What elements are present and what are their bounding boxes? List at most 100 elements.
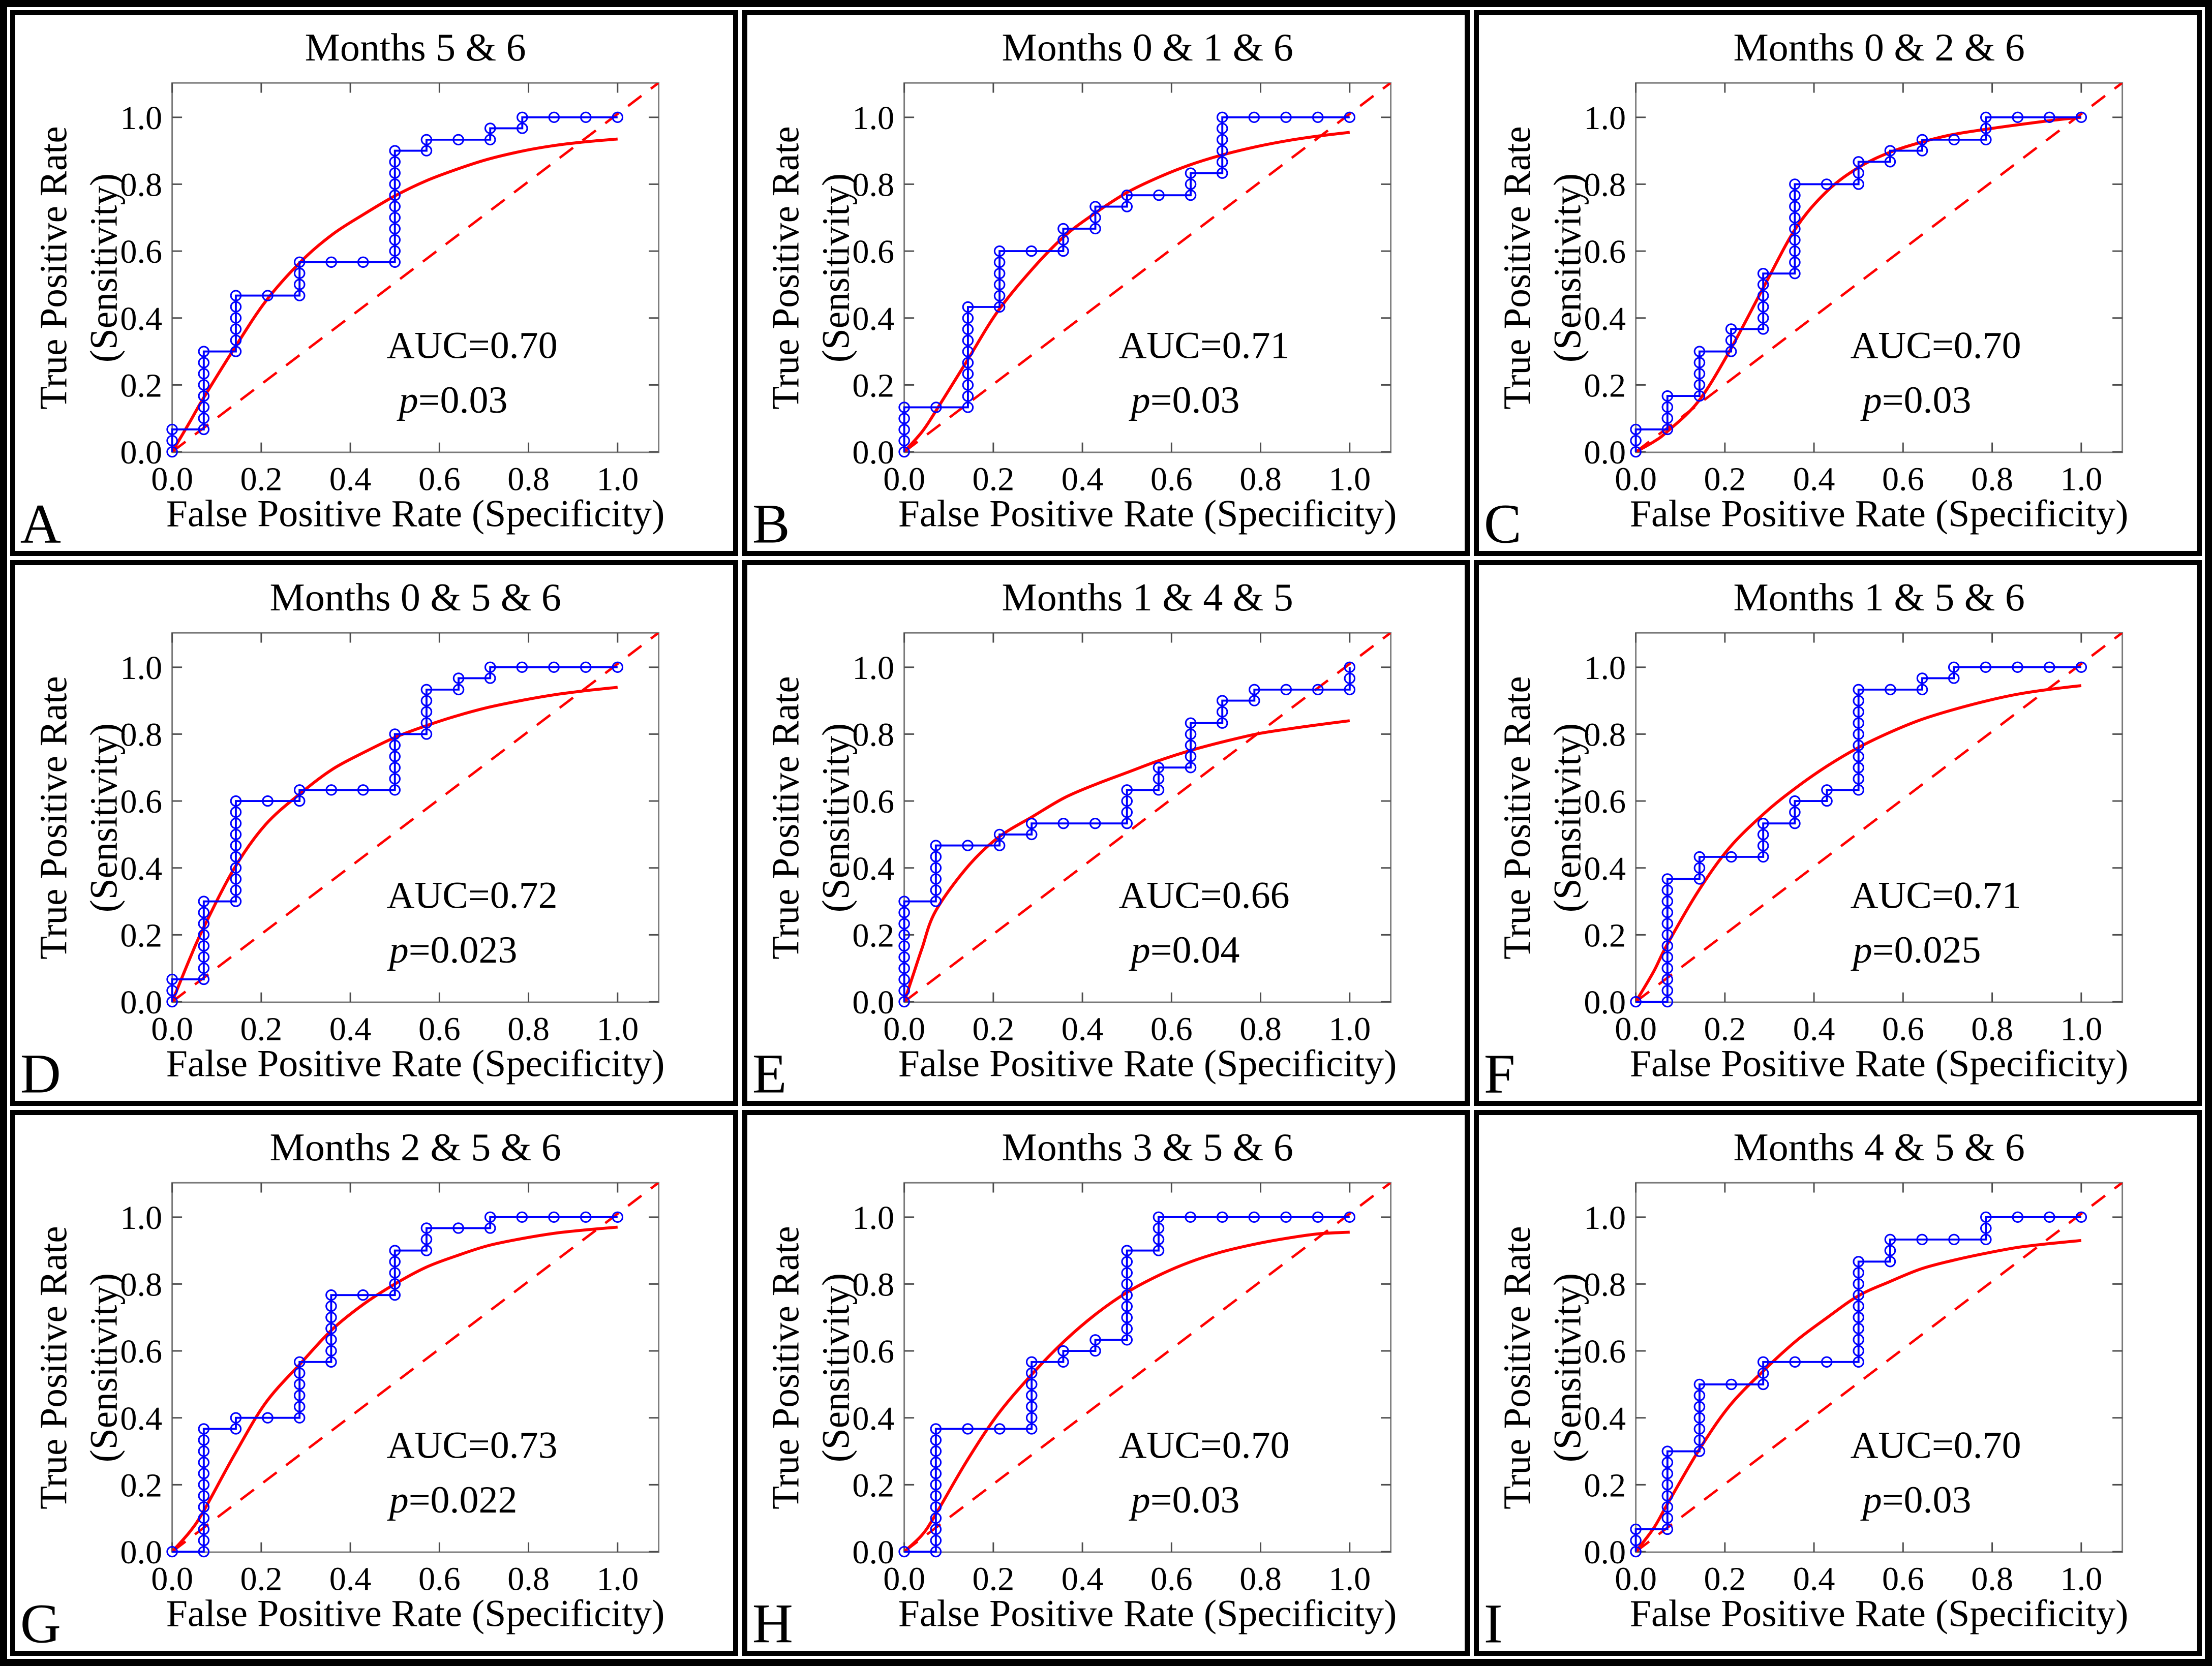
x-tick-label: 0.6 xyxy=(1882,1561,1924,1598)
x-tick-label: 0.2 xyxy=(972,461,1014,498)
p-symbol: p xyxy=(1851,929,1872,971)
panel-title: Months 0 & 5 & 6 xyxy=(269,575,561,619)
p-value-text: =0.03 xyxy=(418,379,508,421)
p-value-text: =0.04 xyxy=(1150,929,1239,971)
y-tick-label: 0.2 xyxy=(120,367,162,405)
plot-frame xyxy=(171,82,660,453)
y-axis-label-line2: (Sensitivity) xyxy=(83,1273,125,1462)
empirical-roc-curve xyxy=(171,116,618,452)
x-axis-label: False Positive Rate (Specificity) xyxy=(898,1593,1397,1635)
x-tick-label: 0.4 xyxy=(1061,1561,1103,1598)
y-axis-label-line2: (Sensitivity) xyxy=(1547,1273,1589,1462)
x-tick-label: 0.4 xyxy=(1793,461,1835,498)
chance-diagonal-line xyxy=(172,1183,659,1552)
empirical-roc-markers xyxy=(166,111,624,458)
x-tick-label: 0.2 xyxy=(1704,461,1746,498)
x-tick-label: 1.0 xyxy=(1328,461,1371,498)
roc-panel-h: Months 3 & 5 & 6 0.0 0.0 0.2 0.2 0.4 0.4 0.6 0.6… xyxy=(742,1110,1470,1656)
p-value-annotation: p=0.04 xyxy=(1128,929,1239,971)
plot-frame xyxy=(903,1182,1391,1553)
roc-chart-i: Months 4 & 5 & 6 0.00.0 0.2 0.2 0.4 0.4 0.6 0.6… xyxy=(1484,1125,2129,1651)
y-tick-label: 1.0 xyxy=(120,100,162,137)
x-tick-label: 0.4 xyxy=(329,1011,372,1048)
fitted-roc-curve xyxy=(904,719,1350,1002)
y-axis-label-line1: True Positive Rate xyxy=(765,676,807,960)
y-tick-label: 1.0 xyxy=(852,650,894,687)
auc-annotation: AUC=0.70 xyxy=(1851,1425,2021,1467)
y-tick-label: 0.0 xyxy=(852,434,894,471)
panel-letter: E xyxy=(752,1043,786,1101)
roc-chart-c: Months 0 & 2 & 6 0.00.0 0.2 0.2 0.4 0.4 0.6 0.6… xyxy=(1484,25,2129,551)
y-tick-label: 0.6 xyxy=(1584,233,1626,270)
y-tick-label: 1.0 xyxy=(120,650,162,687)
y-tick-label: 1.0 xyxy=(1584,100,1626,137)
panel-title: Months 0 & 1 & 6 xyxy=(1002,25,1293,69)
x-tick-label: 0.8 xyxy=(1239,1561,1282,1598)
y-tick-label: 0.0 xyxy=(120,434,162,471)
plot-frame xyxy=(903,632,1391,1003)
x-tick-label: 0.4 xyxy=(1793,1011,1835,1048)
empirical-roc-markers xyxy=(1630,1211,2087,1558)
chance-diagonal-line xyxy=(1635,1183,2123,1552)
roc-chart-b: Months 0 & 1 & 6 0.00.0 0.2 0.2 0.4 0.4 0.6 0.6… xyxy=(752,25,1397,551)
y-tick-label: 0.0 xyxy=(1584,1534,1626,1571)
empirical-roc-markers xyxy=(166,1211,624,1558)
y-tick-label: 0.4 xyxy=(852,850,894,887)
plot-frame xyxy=(171,632,660,1003)
panel-letter: G xyxy=(20,1593,61,1651)
x-axis-label: False Positive Rate (Specificity) xyxy=(1630,1043,2129,1085)
y-tick-label: 0.4 xyxy=(120,1400,162,1437)
roc-panel-f: Months 1 & 5 & 6 0.0 0.0 0.2 0.2 0.4 0.4 0.6 0.6… xyxy=(1474,560,2202,1106)
y-tick-label: 0.0 xyxy=(1584,434,1626,471)
empirical-roc-curve xyxy=(171,666,618,1002)
x-tick-label: 0.2 xyxy=(1704,1011,1746,1048)
y-tick-label: 0.8 xyxy=(120,167,162,204)
auc-annotation: AUC=0.71 xyxy=(1851,875,2021,917)
x-tick-label: 0.8 xyxy=(1972,461,2014,498)
x-tick-label: 0.8 xyxy=(507,461,550,498)
x-tick-label: 0.0 xyxy=(1615,1561,1657,1598)
p-symbol: p xyxy=(387,1479,409,1521)
x-tick-label: 0.0 xyxy=(151,461,193,498)
y-tick-label: 0.8 xyxy=(1584,167,1626,204)
chance-diagonal-line xyxy=(1635,633,2123,1002)
y-tick-label: 0.2 xyxy=(120,917,162,954)
p-value-annotation: p=0.025 xyxy=(1851,929,1981,971)
x-tick-label: 0.0 xyxy=(1615,1011,1657,1048)
x-axis-label: False Positive Rate (Specificity) xyxy=(898,1043,1397,1085)
x-tick-label: 0.2 xyxy=(240,1011,282,1048)
p-value-annotation: p=0.03 xyxy=(1860,1479,1972,1521)
y-tick-label: 1.0 xyxy=(852,100,894,137)
panel-title: Months 2 & 5 & 6 xyxy=(269,1125,561,1169)
x-tick-label: 0.2 xyxy=(1704,1561,1746,1598)
y-axis-label-line1: True Positive Rate xyxy=(1496,126,1538,410)
plot-frame xyxy=(1635,82,2124,453)
y-tick-label: 0.6 xyxy=(120,233,162,270)
x-axis-label: False Positive Rate (Specificity) xyxy=(166,1593,665,1635)
y-tick-label: 0.6 xyxy=(852,783,894,820)
y-axis-label-line1: True Positive Rate xyxy=(33,676,75,960)
x-tick-label: 1.0 xyxy=(2061,461,2103,498)
p-value-text: =0.022 xyxy=(409,1479,518,1521)
y-axis-label-line2: (Sensitivity) xyxy=(83,173,125,362)
x-axis-label: False Positive Rate (Specificity) xyxy=(1630,1593,2129,1635)
x-tick-label: 0.6 xyxy=(418,461,461,498)
panel-letter: B xyxy=(752,493,790,551)
y-tick-label: 0.2 xyxy=(1584,1467,1626,1504)
empirical-roc-markers xyxy=(166,661,624,1008)
plot-frame xyxy=(1635,632,2124,1003)
panel-letter: C xyxy=(1484,493,1522,551)
p-value-text: =0.03 xyxy=(1882,1479,1972,1521)
y-tick-label: 0.6 xyxy=(1584,783,1626,820)
plot-frame xyxy=(1635,1182,2124,1553)
y-axis-label-line2: (Sensitivity) xyxy=(815,723,857,912)
x-axis-label: False Positive Rate (Specificity) xyxy=(1630,493,2129,535)
y-tick-label: 0.4 xyxy=(1584,300,1626,337)
chance-diagonal-line xyxy=(1635,83,2123,452)
x-tick-label: 0.4 xyxy=(329,1561,372,1598)
y-tick-label: 0.8 xyxy=(120,1267,162,1304)
x-axis-label: False Positive Rate (Specificity) xyxy=(166,493,665,535)
fitted-roc-curve xyxy=(172,686,618,1002)
x-tick-label: 0.4 xyxy=(1061,1011,1103,1048)
auc-annotation: AUC=0.70 xyxy=(1118,1425,1289,1467)
